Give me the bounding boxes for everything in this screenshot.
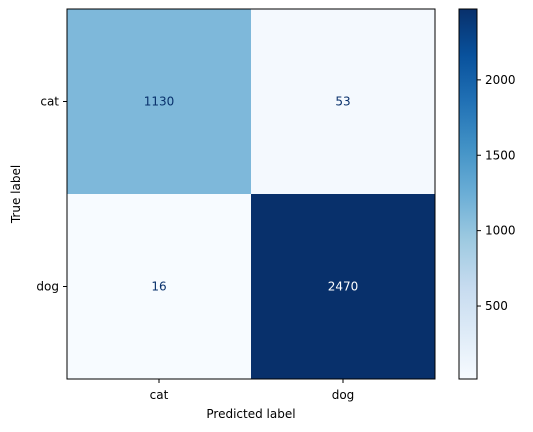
colorbar-ticks: 500 1000 1500 2000 — [477, 73, 516, 313]
plot-frame — [66, 8, 436, 380]
y-tick-label: cat — [40, 95, 59, 109]
matrix-cell-cat-dog — [251, 9, 435, 194]
colorbar-tick-label: 2000 — [485, 73, 516, 87]
y-axis-label: True label — [9, 165, 23, 224]
matrix-cell-dog-cat — [67, 194, 251, 379]
colorbar-tick-label: 1000 — [485, 224, 516, 238]
cell-value-label: 2470 — [328, 280, 359, 294]
matrix-cell-cat-cat — [67, 9, 251, 194]
colorbar-tick-label: 500 — [485, 299, 508, 313]
y-axis-ticks: cat dog — [36, 95, 67, 294]
y-tick-label: dog — [36, 280, 59, 294]
matrix-cells — [67, 9, 435, 379]
matrix-cell-labels: 1130 53 16 2470 — [144, 95, 359, 294]
matrix-cell-dog-dog — [251, 194, 435, 379]
x-axis-ticks: cat dog — [150, 379, 355, 402]
cell-value-label: 1130 — [144, 95, 175, 109]
x-tick-label: cat — [150, 388, 169, 402]
cell-value-label: 53 — [335, 95, 350, 109]
cell-value-label: 16 — [151, 280, 166, 294]
colorbar — [458, 8, 478, 380]
colorbar-tick-label: 1500 — [485, 148, 516, 162]
x-tick-label: dog — [332, 388, 355, 402]
x-axis-label: Predicted label — [206, 407, 295, 421]
